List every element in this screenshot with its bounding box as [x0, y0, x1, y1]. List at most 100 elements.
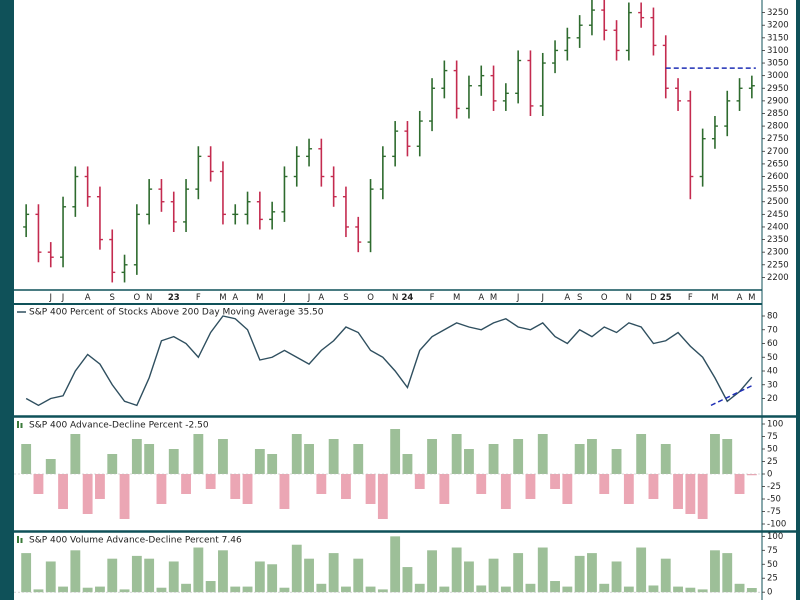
- bar: [414, 474, 425, 489]
- bar: [636, 434, 647, 474]
- bar: [144, 558, 155, 593]
- y-tick-label: 2300: [767, 248, 789, 258]
- bar: [390, 429, 401, 474]
- bar: [722, 439, 733, 474]
- x-tick-label: A: [232, 293, 238, 303]
- x-tick-label: A: [564, 293, 570, 303]
- bar: [218, 439, 228, 474]
- legend-swatch: [17, 421, 19, 428]
- y-tick-label: 2450: [767, 210, 789, 220]
- y-tick-label: 3050: [767, 59, 789, 69]
- x-tick-label: M: [490, 293, 497, 303]
- bar: [353, 444, 364, 474]
- bar: [697, 589, 708, 593]
- x-tick-label: A: [478, 293, 484, 303]
- y-tick-label: 25: [767, 574, 778, 584]
- y-tick-label: 2550: [767, 185, 789, 195]
- bar: [513, 553, 524, 593]
- bar: [144, 444, 155, 474]
- y-tick-label: 2650: [767, 159, 789, 169]
- bar: [33, 474, 44, 494]
- x-tick-label: J: [282, 293, 286, 303]
- bar: [341, 474, 351, 499]
- bar: [119, 474, 130, 519]
- y-tick-label: -25: [767, 482, 781, 492]
- bar: [587, 439, 597, 474]
- bar: [439, 586, 450, 593]
- x-tick-label: J: [516, 293, 520, 303]
- bar: [587, 553, 597, 593]
- bar: [550, 581, 560, 593]
- y-tick-label: 2800: [767, 122, 789, 132]
- bar: [611, 561, 622, 593]
- y-tick-label: 2400: [767, 222, 789, 232]
- bar: [537, 547, 548, 593]
- bar: [316, 474, 327, 494]
- x-tick-label: J: [307, 293, 311, 303]
- x-tick-label: O: [601, 293, 608, 303]
- bar: [70, 434, 81, 474]
- bar: [242, 586, 253, 593]
- bar: [328, 439, 339, 474]
- x-tick-label: F: [196, 293, 201, 303]
- bar: [525, 583, 536, 593]
- bar: [500, 586, 511, 593]
- x-tick-label: A: [85, 293, 91, 303]
- bar: [230, 474, 241, 499]
- bar: [377, 589, 388, 593]
- x-tick-label: J: [61, 293, 65, 303]
- line-series: [25, 315, 753, 407]
- legend-swatch: [20, 538, 23, 543]
- y-tick-label: 2900: [767, 96, 789, 106]
- bar: [205, 474, 216, 489]
- bar: [537, 434, 548, 474]
- legend-swatch: [20, 423, 23, 428]
- x-tick-label: N: [626, 293, 632, 303]
- bar: [328, 553, 339, 593]
- bar: [550, 474, 560, 489]
- bar: [648, 474, 659, 499]
- panel: [25, 315, 755, 407]
- y-tick-label: 2950: [767, 84, 789, 94]
- y-tick-label: 2850: [767, 109, 789, 119]
- bar: [21, 444, 32, 474]
- bar: [279, 587, 290, 593]
- bar: [353, 558, 364, 593]
- bar: [230, 586, 241, 593]
- bar: [710, 434, 720, 474]
- bar: [107, 454, 118, 474]
- y-tick-label: 100: [767, 532, 783, 542]
- bar: [685, 474, 696, 514]
- x-tick-label: J: [48, 293, 52, 303]
- x-tick-label: N: [392, 293, 398, 303]
- bar: [156, 587, 167, 593]
- x-tick-label: J: [540, 293, 544, 303]
- x-tick-label: S: [577, 293, 582, 303]
- bar: [734, 474, 745, 494]
- y-tick-label: -75: [767, 507, 781, 517]
- right-border: [796, 0, 800, 600]
- bar: [279, 474, 290, 509]
- bar: [402, 567, 413, 593]
- bar: [45, 561, 56, 593]
- bar: [181, 583, 191, 593]
- bar: [476, 585, 487, 593]
- y-tick-label: 50: [767, 445, 778, 455]
- bar: [33, 589, 44, 593]
- y-tick-label: 70: [767, 325, 778, 335]
- bar: [95, 474, 105, 499]
- x-tick-label: M: [256, 293, 263, 303]
- y-tick-label: 75: [767, 546, 778, 556]
- x-tick-label: A: [737, 293, 743, 303]
- bar: [722, 553, 733, 593]
- y-tick-label: 30: [767, 380, 778, 390]
- bar: [451, 434, 462, 474]
- bar: [70, 550, 81, 593]
- bar: [95, 586, 105, 593]
- bar: [439, 474, 450, 504]
- bar: [697, 474, 708, 519]
- y-tick-label: 60: [767, 339, 778, 349]
- y-tick-label: 2250: [767, 260, 789, 270]
- x-tick-label: D: [650, 293, 657, 303]
